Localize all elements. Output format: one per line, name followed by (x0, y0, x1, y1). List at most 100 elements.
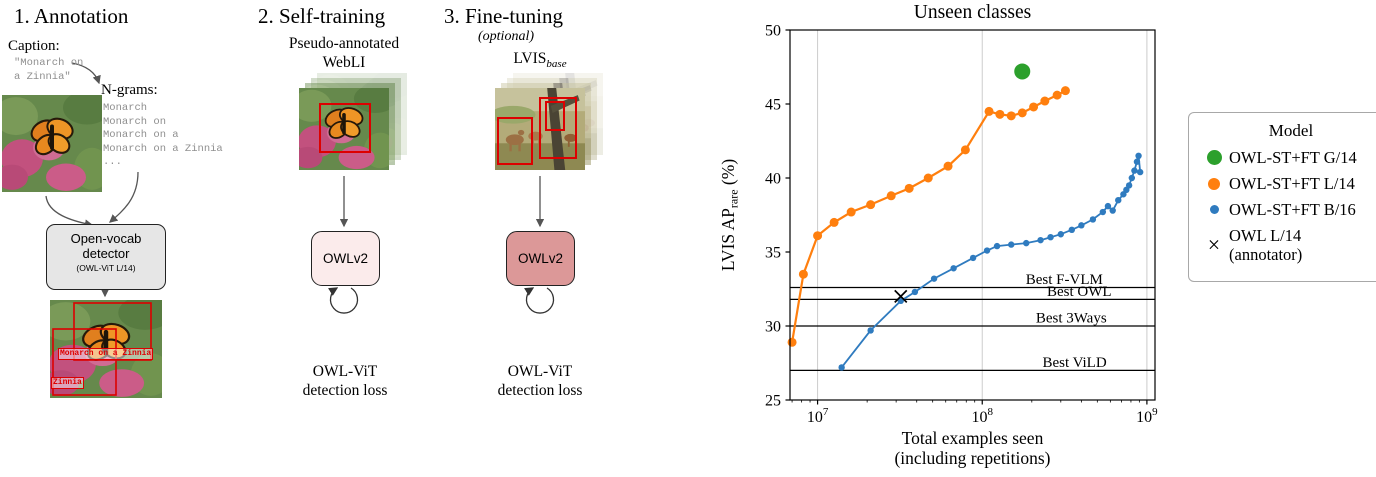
x-tick-label: 108 (971, 406, 993, 426)
data-point (1023, 239, 1030, 247)
image-to-detector-arrow (45, 195, 94, 228)
chart-legend: Model OWL-ST+FT G/14 OWL-ST+FT L/14 OWL-ST… (1188, 112, 1376, 282)
x-marker (894, 289, 908, 304)
data-point (886, 191, 896, 201)
detection-label-monarch: Monarch on a Zinnia (58, 348, 154, 360)
pipeline-diagram (2, 62, 603, 398)
legend-entry-0: OWL-ST+FT G/14 (1199, 148, 1376, 167)
optional-label: (optional) (478, 29, 534, 44)
self-training-loss-label: OWL-ViT detection loss (281, 362, 409, 400)
series-owl-l-14-annotator- (894, 289, 908, 304)
caption-line-2: a Zinnia" (14, 70, 71, 83)
data-point (993, 242, 1001, 250)
data-point (1060, 86, 1070, 96)
butterfly-image (2, 95, 102, 192)
legend-dot (1208, 177, 1220, 190)
y-tick-label: 30 (765, 319, 781, 336)
fine-tuning-panel-title: 3. Fine-tuning (444, 4, 563, 28)
lvis-base-label: LVISbase (490, 50, 590, 70)
data-point (897, 297, 904, 305)
data-point (787, 337, 797, 347)
self-training-panel-title: 2. Self-training (258, 4, 386, 28)
data-point (1068, 226, 1076, 233)
detection-label-zinnia: Zinnia (51, 377, 84, 389)
ngram-item: Monarch on a Zinnia (103, 142, 223, 155)
caption-line-1: "Monarch on (14, 57, 84, 69)
data-point (1052, 90, 1062, 100)
loss-line-1: OWL-ViT (507, 363, 573, 380)
data-point (829, 217, 839, 227)
legend-label: OWL-ST+FT B/16 (1229, 200, 1356, 219)
data-point (1057, 231, 1064, 238)
y-tick-label: 35 (765, 245, 781, 262)
ngram-item: Monarch on a (103, 129, 179, 141)
x-tick-label: 109 (1136, 406, 1158, 426)
dot-marker-icon (1199, 150, 1229, 165)
open-vocab-detector-box: Open-vocab detector (OWL-ViT L/14) (46, 224, 166, 290)
data-point (904, 183, 914, 193)
data-point (943, 161, 953, 171)
x-tick-label: 107 (807, 406, 829, 426)
data-point (798, 269, 808, 279)
data-point (866, 200, 876, 210)
y-tick-label: 50 (765, 23, 781, 40)
data-point (1008, 241, 1015, 248)
legend-entry-1: OWL-ST+FT L/14 (1199, 174, 1376, 193)
legend-label: OWL-ST+FT L/14 (1229, 174, 1355, 193)
data-point (969, 254, 977, 262)
data-point (1078, 222, 1085, 229)
ngram-item: ... (103, 156, 122, 168)
legend-label: OWL L/14 (annotator) (1229, 226, 1303, 264)
data-point (1133, 158, 1141, 165)
series-owl-st-ft-b-16 (838, 152, 1144, 371)
legend-title: Model (1268, 121, 1314, 140)
data-point (1047, 234, 1054, 241)
detector-line-1: Open-vocab (70, 231, 142, 246)
data-point (1104, 202, 1112, 210)
pseudo-annotation-box (319, 103, 371, 153)
chart-title: Unseen classes (914, 2, 1032, 23)
data-point (1128, 174, 1136, 182)
ngrams-label: N-grams: (101, 82, 158, 98)
fine-tuning-loss-label: OWL-ViT detection loss (476, 362, 604, 400)
data-point (1109, 207, 1116, 214)
legend-entry-3: × OWL L/14 (annotator) (1199, 226, 1376, 264)
legend-label: OWL-ST+FT G/14 (1229, 148, 1357, 167)
data-point (838, 364, 845, 371)
webli-label-line-1: Pseudo-annotated (288, 35, 400, 52)
chart-xlabel-line1: Total examples seen (902, 428, 1044, 448)
reference-line-label: Best 3Ways (1036, 311, 1107, 327)
lvis-annotation-box-1 (497, 117, 533, 165)
data-point (1029, 102, 1039, 112)
reference-line-label: Best F-VLM (1026, 272, 1103, 288)
y-tick-label: 25 (765, 393, 781, 410)
webli-label-line-2: WebLI (322, 54, 366, 71)
y-tick-label: 40 (765, 171, 781, 188)
series-line (791, 89, 1066, 343)
dot-marker-icon (1199, 205, 1229, 214)
data-point (984, 106, 994, 116)
legend-dot (1209, 205, 1219, 214)
data-point (1037, 236, 1044, 244)
owlv2-box-self-training: OWLv2 (311, 231, 380, 286)
loss-line-2: detection loss (497, 382, 583, 399)
plot-border (789, 29, 1156, 401)
data-point (1131, 167, 1138, 174)
bounding-box-zinnia (52, 328, 117, 396)
ngrams-list: Monarch Monarch on Monarch on a Monarch … (103, 102, 223, 170)
data-point (1006, 111, 1016, 121)
dot-marker-icon (1199, 177, 1229, 190)
series-owl-st-ft-g-14 (1014, 63, 1031, 80)
owlv2-box-fine-tuning: OWLv2 (506, 231, 575, 286)
data-point (1099, 208, 1107, 216)
data-point (1017, 108, 1027, 118)
loss-line-1: OWL-ViT (312, 363, 378, 380)
ngrams-to-detector-arrow (109, 171, 139, 223)
ngram-item: Monarch on (103, 115, 167, 128)
data-point (983, 247, 991, 254)
data-point (923, 173, 933, 183)
lvis-dataset-subscript: base (546, 58, 567, 71)
lvis-annotation-box-3 (545, 101, 565, 131)
detector-line-2: detector (82, 246, 130, 261)
